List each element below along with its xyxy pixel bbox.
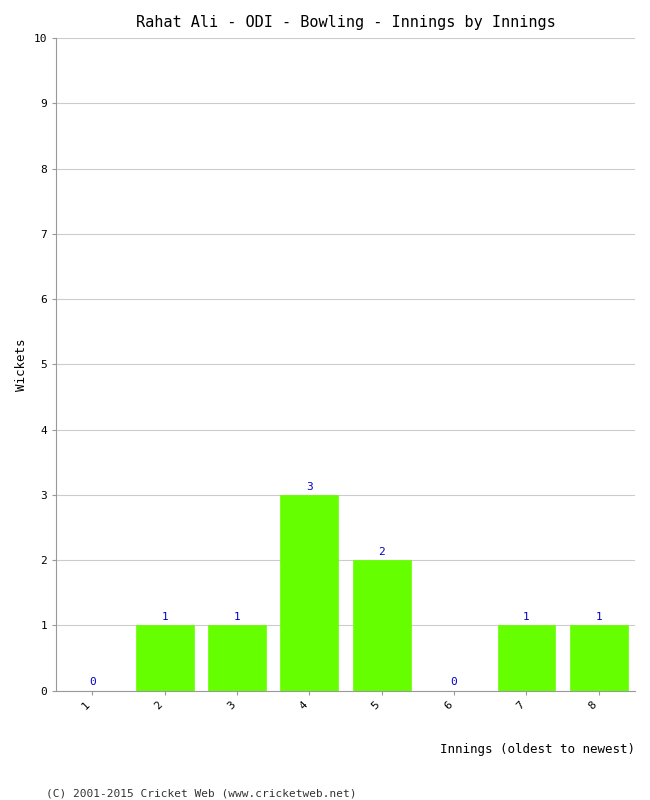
Bar <box>136 626 194 690</box>
Text: 3: 3 <box>306 482 313 492</box>
Text: Innings (oldest to newest): Innings (oldest to newest) <box>440 743 635 756</box>
Y-axis label: Wickets: Wickets <box>15 338 28 390</box>
Bar <box>280 495 338 690</box>
Text: (C) 2001-2015 Cricket Web (www.cricketweb.net): (C) 2001-2015 Cricket Web (www.cricketwe… <box>46 788 356 798</box>
Text: 1: 1 <box>233 612 240 622</box>
Text: 1: 1 <box>595 612 602 622</box>
Title: Rahat Ali - ODI - Bowling - Innings by Innings: Rahat Ali - ODI - Bowling - Innings by I… <box>136 15 555 30</box>
Text: 1: 1 <box>523 612 530 622</box>
Bar <box>570 626 628 690</box>
Bar <box>353 560 411 690</box>
Text: 1: 1 <box>161 612 168 622</box>
Bar <box>208 626 266 690</box>
Text: 0: 0 <box>89 678 96 687</box>
Bar <box>497 626 555 690</box>
Text: 2: 2 <box>378 547 385 557</box>
Text: 0: 0 <box>450 678 458 687</box>
